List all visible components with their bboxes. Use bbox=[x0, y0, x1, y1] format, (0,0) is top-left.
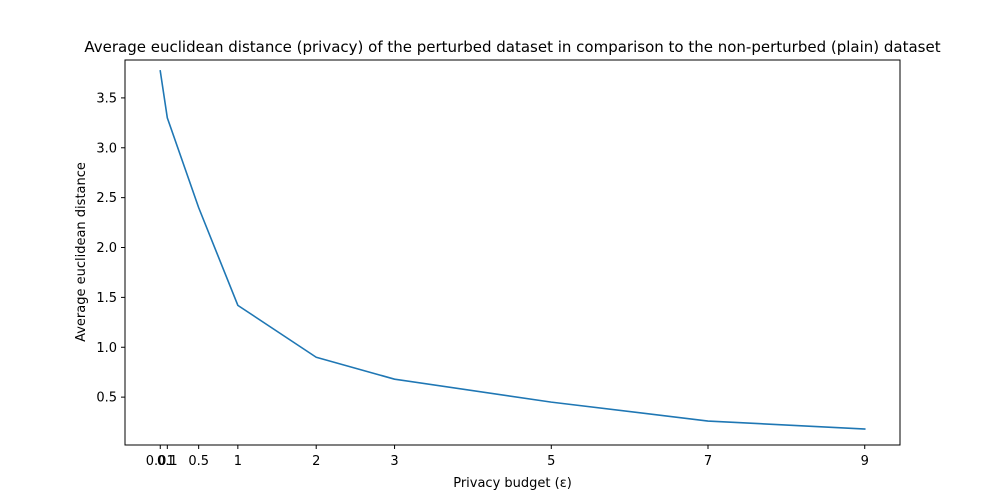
x-tick-label: 0.01 bbox=[146, 454, 175, 469]
y-tick-label: 1.0 bbox=[96, 341, 117, 356]
axes-frame bbox=[124, 59, 901, 446]
y-axis: 0.5 1.0 1.5 2.0 2.5 3.0 3.5 bbox=[96, 91, 125, 406]
x-axis: 0.010.1 0.5 1 2 3 5 7 9 bbox=[146, 445, 869, 469]
y-tick-label: 0.5 bbox=[96, 391, 117, 406]
x-axis-label: Privacy budget (ε) bbox=[453, 476, 572, 491]
series-line-0 bbox=[159, 70, 866, 430]
y-axis-label: Average euclidean distance bbox=[74, 162, 89, 342]
x-tick-label: 5 bbox=[547, 454, 555, 469]
x-tick-label: 1 bbox=[234, 454, 242, 469]
x-tick-label: 7 bbox=[704, 454, 712, 469]
y-tick-label: 2.5 bbox=[96, 191, 117, 206]
x-tick-label: 2 bbox=[312, 454, 320, 469]
plot-area bbox=[159, 70, 866, 430]
y-tick-label: 3.5 bbox=[96, 91, 117, 106]
chart-title: Average euclidean distance (privacy) of … bbox=[84, 38, 940, 56]
y-tick-label: 1.5 bbox=[96, 291, 117, 306]
y-tick-label: 2.0 bbox=[96, 241, 117, 256]
x-tick-label: 9 bbox=[861, 454, 869, 469]
x-tick-label: 0.1 bbox=[157, 454, 178, 469]
x-tick-label: 3 bbox=[390, 454, 398, 469]
x-tick-label: 0.5 bbox=[188, 454, 209, 469]
y-tick-label: 3.0 bbox=[96, 141, 117, 156]
